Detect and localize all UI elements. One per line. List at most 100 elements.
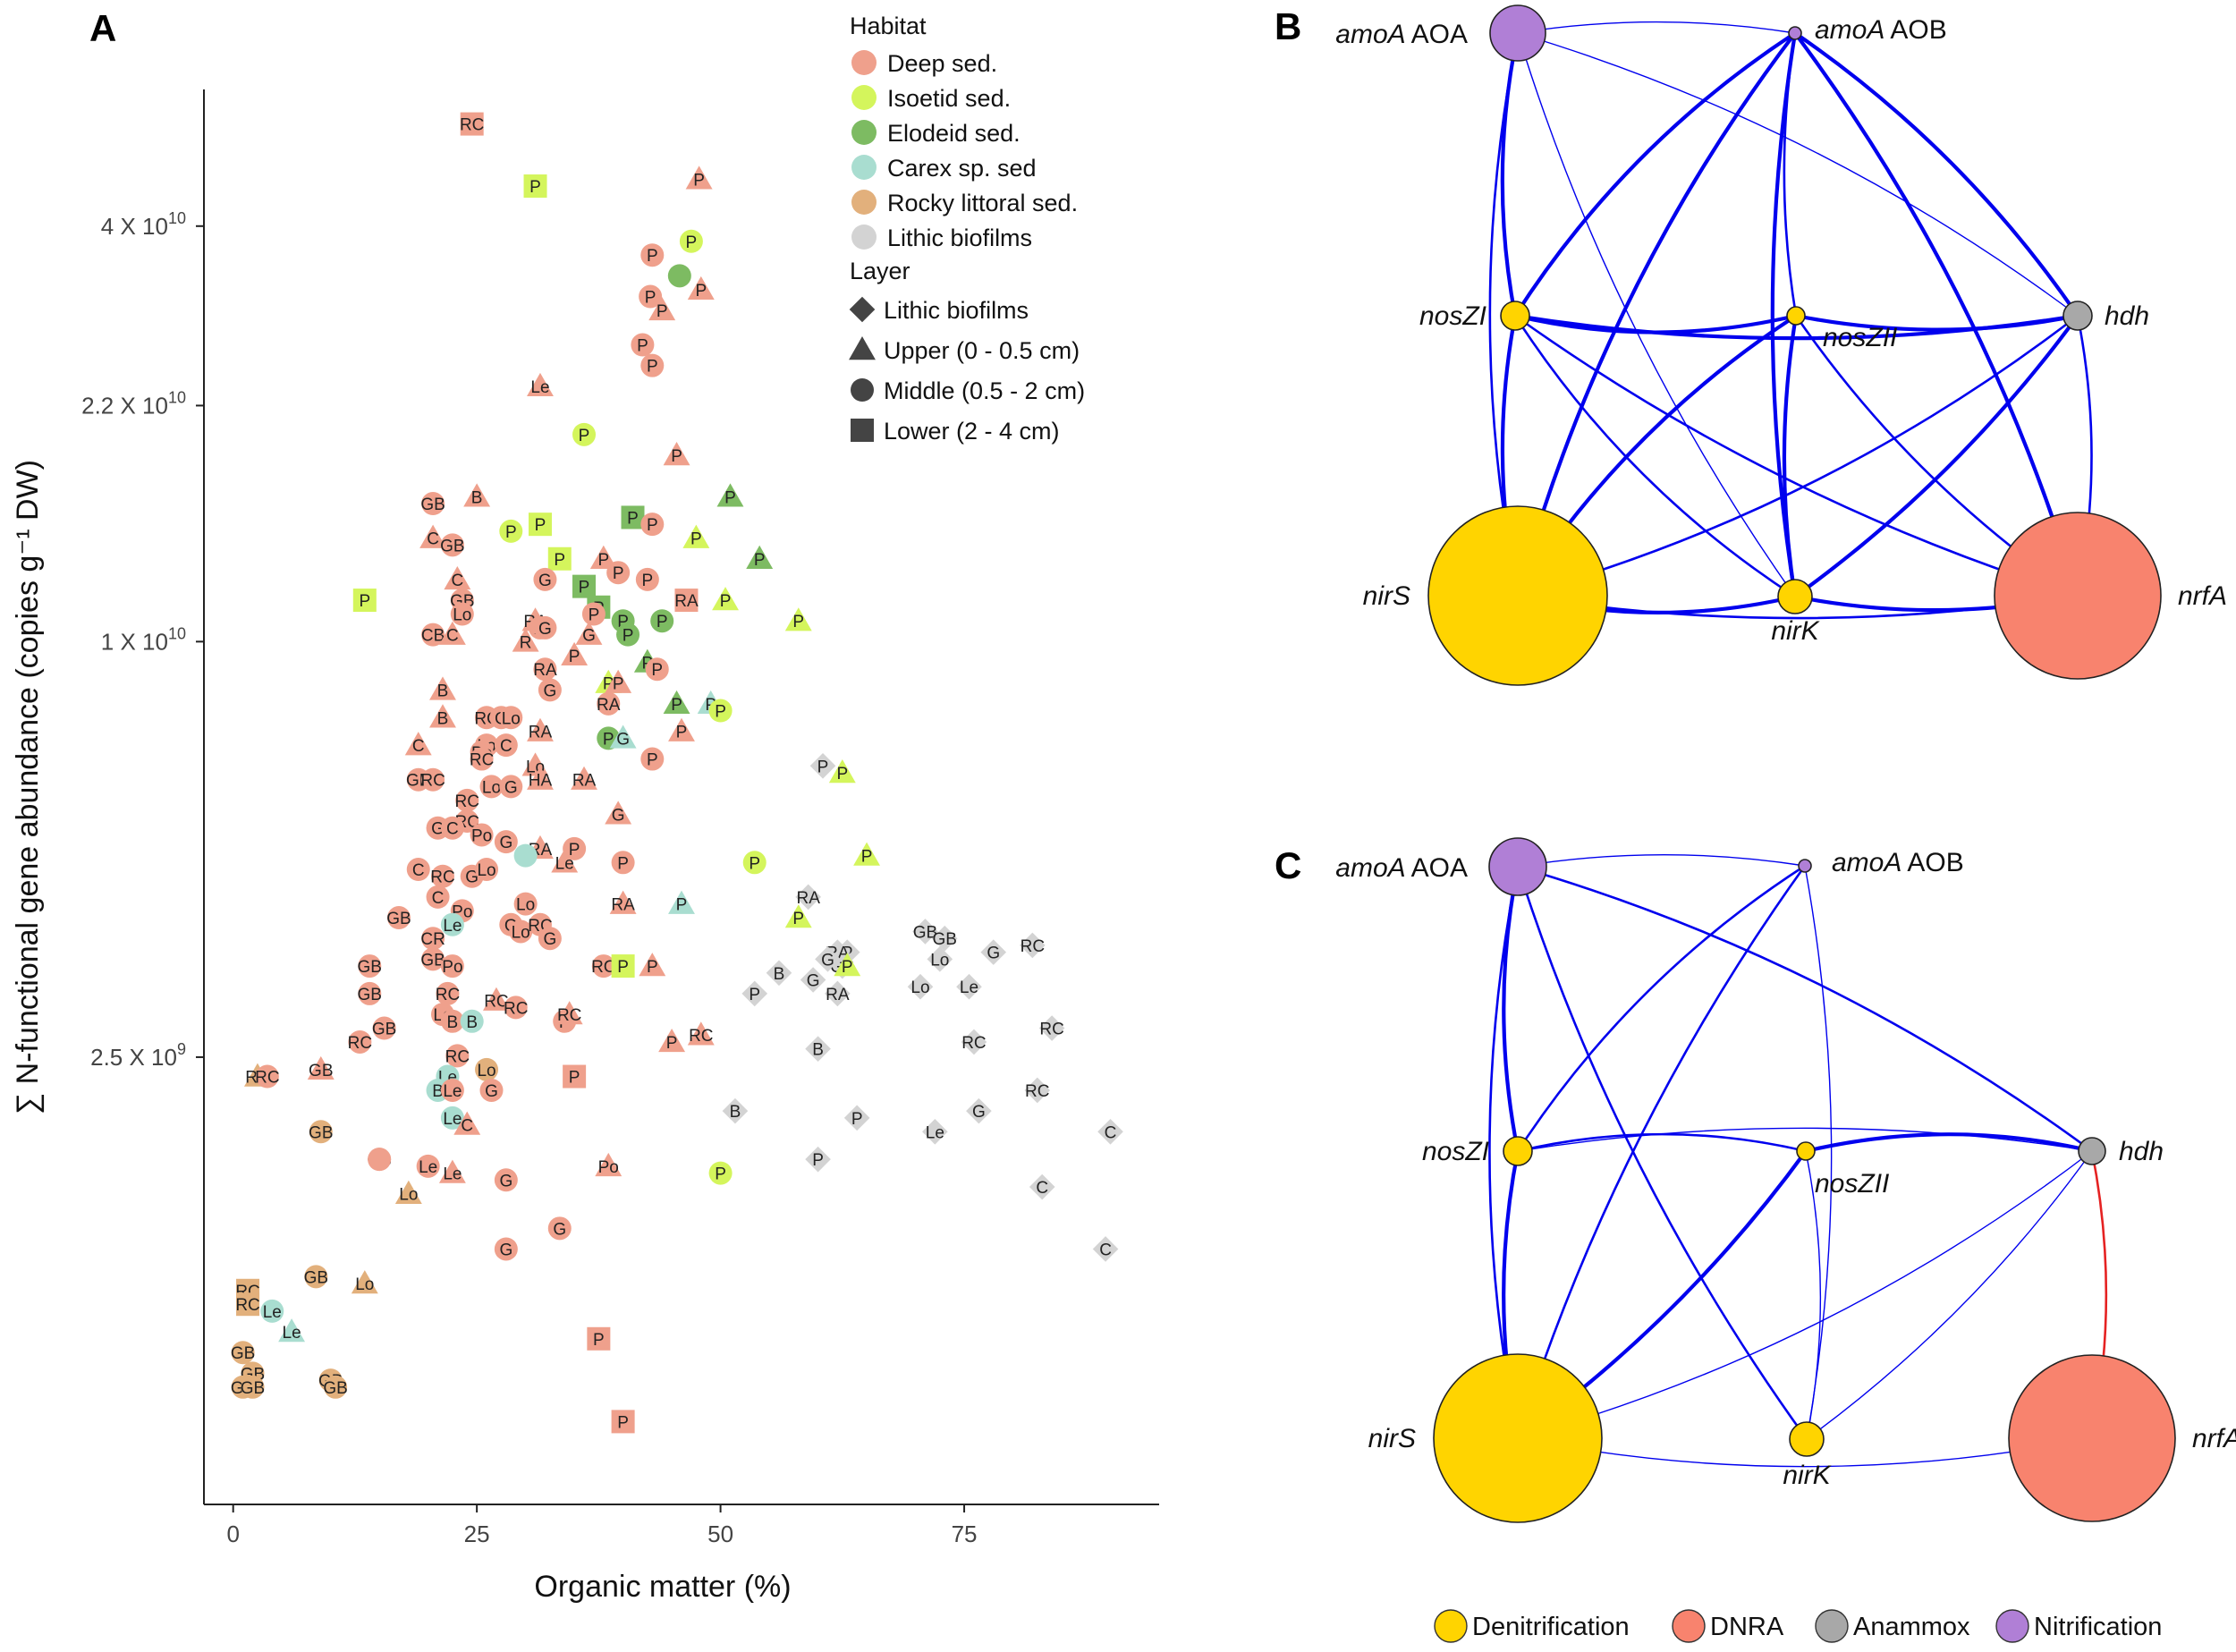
point-marker	[834, 953, 861, 977]
point-marker	[663, 690, 690, 715]
point-marker	[572, 574, 597, 598]
point-marker	[853, 842, 881, 866]
point-label: P	[613, 564, 624, 583]
point-label: G	[431, 820, 445, 839]
legend-habitat-label: Lithic biofilms	[887, 225, 1032, 251]
node-label: amoA AOA	[1335, 853, 1468, 883]
point-marker	[766, 960, 792, 987]
b-edge-nosZI-nirK	[1513, 315, 1796, 598]
data-point: C	[440, 816, 464, 840]
point-label: B	[437, 682, 449, 700]
point-label: GB	[440, 537, 464, 555]
point-marker	[421, 947, 445, 971]
c-edge-amoA_AOA-amoA_AOB	[1517, 853, 1806, 868]
b-edge-amoA_AOA-amoA_AOB	[1517, 21, 1796, 34]
network-legend-label: DNRA	[1710, 1613, 1784, 1641]
point-label: RC	[961, 1034, 986, 1053]
data-point: P	[658, 1029, 686, 1053]
panel-b-letter: B	[1275, 5, 1301, 47]
point-marker	[460, 1009, 484, 1033]
point-label: RC	[591, 958, 615, 977]
point-marker	[547, 546, 572, 571]
point-label: P	[817, 758, 829, 776]
y-tick-exponent: 10	[168, 209, 186, 227]
b-edge-amoA_AOB-nosZI	[1513, 31, 1797, 318]
point-label: P	[647, 516, 658, 535]
point-label: P	[792, 613, 804, 631]
point-label: RA	[529, 724, 553, 742]
point-marker	[1097, 1118, 1123, 1145]
node-gene: nirK	[1771, 616, 1820, 646]
point-label: C	[432, 889, 445, 908]
data-point: G	[538, 678, 562, 702]
legend-layer-swatch	[851, 419, 874, 442]
point-marker	[499, 775, 523, 799]
data-point: P	[712, 587, 739, 611]
data-point: RA	[609, 890, 637, 915]
point-marker	[575, 621, 603, 645]
point-marker	[682, 524, 710, 548]
node-gene: nirK	[1783, 1461, 1832, 1490]
point-label: Lo	[453, 606, 471, 624]
data-point: Po	[595, 1152, 623, 1177]
data-point: P	[611, 1410, 635, 1434]
data-point: B	[722, 1097, 749, 1124]
point-label: Lo	[516, 896, 535, 915]
point-marker	[479, 775, 504, 799]
node-label: nosZII	[1815, 1169, 1889, 1199]
point-label: P	[754, 551, 766, 570]
point-label: RC	[557, 1006, 581, 1025]
point-marker	[440, 912, 464, 936]
data-point: Po	[470, 823, 494, 847]
point-label: G	[807, 972, 820, 991]
point-label: P	[715, 703, 726, 722]
legend-habitat-item: Lithic biofilms	[851, 225, 1032, 251]
c-edge-amoA_AOA-hdh	[1517, 865, 2093, 1153]
point-marker	[595, 1152, 623, 1177]
point-label: P	[676, 896, 688, 915]
b-node-nosZI: nosZI	[1419, 301, 1530, 331]
data-point: G	[605, 801, 632, 825]
y-tick-exponent: 9	[177, 1040, 186, 1058]
data-point: RC	[482, 987, 510, 1012]
c-edge-amoA_AOA-nirK	[1516, 866, 1808, 1440]
legend-habitat-title: Habitat	[850, 13, 927, 39]
point-label: C	[451, 572, 463, 590]
legend-habitat-label: Deep sed.	[887, 50, 997, 77]
point-label: B	[471, 488, 483, 507]
point-label: RC	[436, 986, 460, 1004]
data-point: RA	[674, 589, 699, 613]
c-edge-hdh-nirS	[1517, 1150, 2093, 1439]
y-tick-label: 4 X 1010	[101, 209, 186, 240]
data-point: GB	[304, 1265, 328, 1289]
point-marker	[640, 747, 665, 771]
legend-habitat-swatch	[851, 225, 877, 250]
data-point: GB	[912, 919, 938, 945]
data-point: C	[453, 1111, 481, 1136]
b-node-nosZII: nosZII	[1786, 306, 1897, 352]
point-marker	[351, 1270, 378, 1294]
point-label: G	[543, 682, 556, 700]
point-label: GB	[309, 1062, 333, 1080]
data-point: C	[406, 858, 430, 882]
point-marker	[404, 732, 432, 756]
point-label: G	[465, 868, 479, 887]
point-label: Po	[598, 1158, 619, 1177]
point-marker	[358, 954, 382, 978]
point-label: RC	[1039, 1021, 1063, 1039]
legend-habitat-label: Rocky littoral sed.	[887, 190, 1078, 216]
point-label: P	[693, 171, 705, 190]
point-marker	[533, 615, 557, 640]
point-label: RC	[420, 772, 445, 791]
data-point: Le	[440, 1078, 464, 1102]
point-marker	[828, 759, 856, 784]
c-edge-amoA_AOB-nirS	[1516, 865, 1807, 1439]
data-point: P	[616, 623, 640, 647]
point-label: Lo	[482, 778, 501, 797]
point-marker	[429, 704, 456, 728]
point-marker	[1092, 1236, 1119, 1262]
node-label: nosZI	[1422, 1137, 1489, 1166]
point-label: B	[466, 1013, 478, 1032]
